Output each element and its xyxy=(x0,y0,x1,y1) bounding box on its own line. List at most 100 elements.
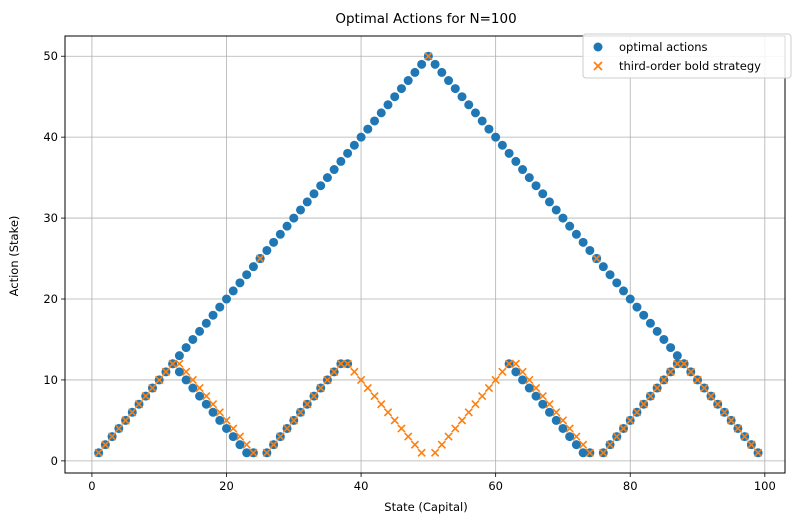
optimal-action-point xyxy=(195,326,205,336)
optimal-action-point xyxy=(343,148,353,158)
optimal-action-point xyxy=(531,181,541,191)
y-tick-label: 50 xyxy=(43,49,58,63)
optimal-action-point xyxy=(639,310,649,320)
bold-strategy-point xyxy=(484,383,494,393)
bold-strategy-point xyxy=(753,448,763,457)
bold-strategy-point xyxy=(309,391,319,401)
bold-strategy-point xyxy=(94,448,103,457)
bold-strategy-point xyxy=(713,400,722,409)
optimal-action-point xyxy=(289,213,299,223)
bold-strategy-point xyxy=(229,424,238,433)
optimal-action-point xyxy=(410,67,420,77)
x-tick-label: 20 xyxy=(219,479,234,493)
plot-frame xyxy=(64,35,786,474)
data-points xyxy=(94,51,763,458)
optimal-action-point xyxy=(242,270,252,280)
plot-area xyxy=(64,35,786,474)
bold-strategy-point xyxy=(276,432,285,441)
bold-strategy-point xyxy=(612,432,621,441)
optimal-action-point xyxy=(497,140,507,150)
optimal-action-point xyxy=(430,59,440,69)
bold-strategy-point xyxy=(747,440,756,449)
optimal-action-point xyxy=(356,132,366,142)
bold-strategy-point xyxy=(740,432,749,441)
optimal-action-point xyxy=(565,432,575,442)
optimal-action-point xyxy=(538,189,548,199)
bold-strategy-point xyxy=(599,448,608,457)
bold-strategy-point xyxy=(632,408,642,417)
bold-strategy-point xyxy=(605,440,615,449)
bold-strategy-point xyxy=(646,391,655,401)
optimal-action-point xyxy=(221,423,231,433)
bold-strategy-point xyxy=(202,391,211,401)
optimal-action-point xyxy=(585,245,595,255)
optimal-action-point xyxy=(336,156,346,166)
optimal-action-point xyxy=(524,173,534,183)
bold-strategy-point xyxy=(700,383,709,393)
optimal-action-point xyxy=(571,440,581,450)
optimal-action-point xyxy=(598,262,608,272)
bold-strategy-point xyxy=(148,383,157,393)
optimal-action-point xyxy=(370,116,380,126)
optimal-action-point xyxy=(403,76,413,86)
bold-strategy-point xyxy=(457,416,467,425)
bold-strategy-point xyxy=(175,359,184,368)
optimal-action-point xyxy=(450,84,460,94)
optimal-action-point xyxy=(518,165,528,175)
bold-strategy-point xyxy=(101,440,110,449)
optimal-action-point xyxy=(235,278,245,288)
bold-strategy-point xyxy=(282,424,292,433)
bold-strategy-point xyxy=(377,400,386,409)
bold-strategy-point xyxy=(128,408,137,417)
bold-strategy-point xyxy=(478,391,487,401)
bold-strategy-point xyxy=(329,367,339,377)
bold-strategy-point xyxy=(134,400,144,409)
optimal-action-point xyxy=(544,197,554,207)
bold-strategy-point xyxy=(343,359,352,368)
bold-strategy-point xyxy=(693,375,702,385)
optimal-action-point xyxy=(659,334,669,344)
x-tick-label: 60 xyxy=(488,479,503,493)
y-tick-label: 40 xyxy=(43,130,58,144)
optimal-action-point xyxy=(228,286,238,296)
bold-strategy-point xyxy=(619,424,628,433)
optimal-action-point xyxy=(349,140,359,150)
bold-strategy-point xyxy=(222,416,231,425)
optimal-action-point xyxy=(390,92,400,102)
bold-strategy-point xyxy=(639,400,648,409)
bold-strategy-point xyxy=(121,416,130,425)
bold-strategy-point xyxy=(504,359,514,368)
bold-strategy-point xyxy=(215,408,224,417)
bold-strategy-point xyxy=(107,432,117,441)
y-axis-ticks: 0 10 20 30 40 50 xyxy=(43,49,65,468)
optimal-action-point xyxy=(215,302,225,312)
bold-strategy-point xyxy=(464,408,473,417)
bold-strategy-point xyxy=(585,448,595,457)
bold-strategy-point xyxy=(430,448,440,457)
optimal-action-point xyxy=(518,375,528,385)
optimal-action-point xyxy=(208,310,218,320)
bold-strategy-point xyxy=(242,440,251,449)
optimal-action-point xyxy=(612,278,622,288)
optimal-action-point xyxy=(329,165,339,175)
bold-strategy-point xyxy=(370,391,379,401)
bold-strategy-point xyxy=(652,383,662,393)
bold-strategy-point xyxy=(208,400,218,409)
optimal-action-point xyxy=(558,213,568,223)
bold-strategy-point xyxy=(531,383,541,393)
optimal-action-point xyxy=(322,173,332,183)
optimal-action-point xyxy=(619,286,629,296)
bold-strategy-point xyxy=(155,375,164,385)
bold-strategy-point xyxy=(404,432,413,441)
bold-strategy-point xyxy=(323,375,332,385)
bold-strategy-point xyxy=(733,424,743,433)
bold-strategy-point xyxy=(161,367,171,377)
bold-strategy-point xyxy=(410,440,420,449)
bold-strategy-point xyxy=(424,52,433,61)
optimal-action-point xyxy=(551,205,561,215)
optimal-action-point xyxy=(215,415,225,425)
bold-strategy-point xyxy=(383,408,393,417)
optimal-action-point xyxy=(296,205,306,215)
optimal-action-point xyxy=(477,116,487,126)
optimal-action-point xyxy=(672,351,682,361)
